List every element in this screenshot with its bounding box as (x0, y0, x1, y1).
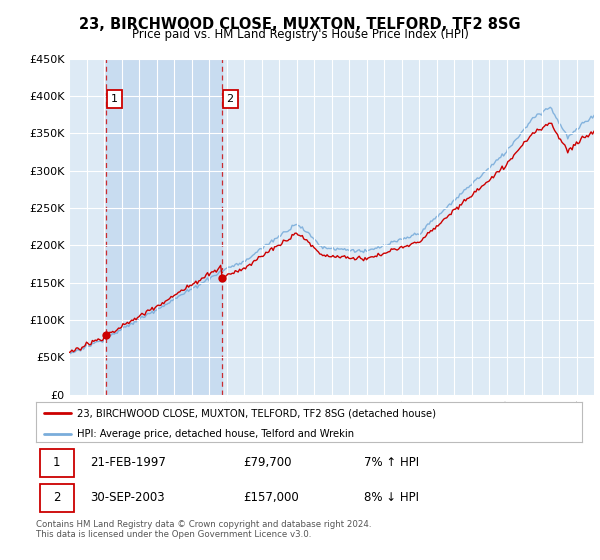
Text: HPI: Average price, detached house, Telford and Wrekin: HPI: Average price, detached house, Telf… (77, 428, 354, 438)
Bar (106, 59, 222, 395)
Text: 2: 2 (53, 491, 61, 505)
Text: 2: 2 (227, 94, 233, 104)
Text: 1: 1 (110, 94, 118, 104)
Text: 30-SEP-2003: 30-SEP-2003 (91, 491, 165, 505)
Text: £157,000: £157,000 (244, 491, 299, 505)
FancyBboxPatch shape (40, 449, 74, 477)
Text: 23, BIRCHWOOD CLOSE, MUXTON, TELFORD, TF2 8SG: 23, BIRCHWOOD CLOSE, MUXTON, TELFORD, TF… (79, 17, 521, 32)
Text: 7% ↑ HPI: 7% ↑ HPI (364, 456, 419, 469)
Text: 1: 1 (53, 456, 61, 469)
Text: 8% ↓ HPI: 8% ↓ HPI (364, 491, 419, 505)
Text: 23, BIRCHWOOD CLOSE, MUXTON, TELFORD, TF2 8SG (detached house): 23, BIRCHWOOD CLOSE, MUXTON, TELFORD, TF… (77, 408, 436, 418)
Text: Price paid vs. HM Land Registry's House Price Index (HPI): Price paid vs. HM Land Registry's House … (131, 28, 469, 41)
Text: Contains HM Land Registry data © Crown copyright and database right 2024.
This d: Contains HM Land Registry data © Crown c… (36, 520, 371, 539)
Text: £79,700: £79,700 (244, 456, 292, 469)
Text: 21-FEB-1997: 21-FEB-1997 (91, 456, 166, 469)
FancyBboxPatch shape (40, 484, 74, 512)
